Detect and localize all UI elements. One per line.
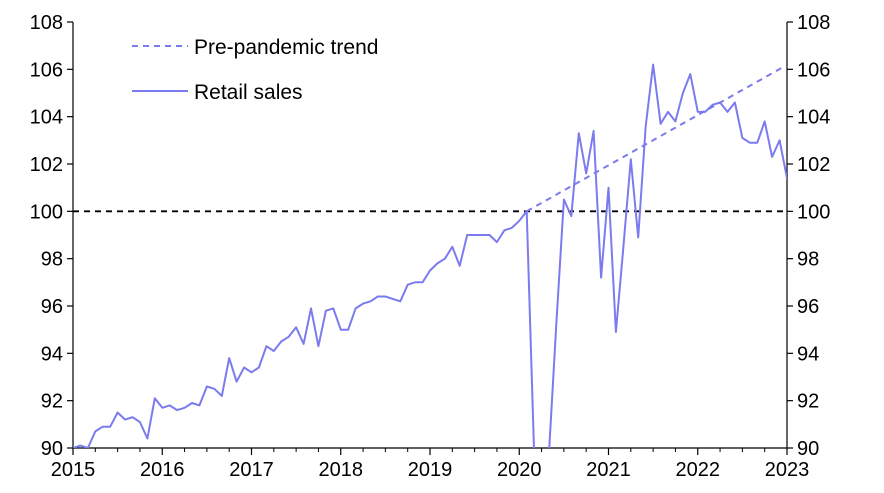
x-tick-label: 2020 — [497, 459, 542, 481]
y-tick-label-right: 102 — [797, 154, 830, 176]
x-tick-label: 2023 — [765, 459, 810, 481]
y-tick-label-right: 100 — [797, 201, 830, 223]
y-tick-label-right: 108 — [797, 12, 830, 34]
y-tick-label-right: 90 — [797, 438, 819, 460]
x-tick-label: 2015 — [51, 459, 96, 481]
series-layer — [73, 63, 787, 448]
pre-pandemic-trend-line — [526, 66, 784, 213]
y-tick-label-right: 106 — [797, 59, 830, 81]
y-tick-label-left: 96 — [41, 296, 63, 318]
y-tick-label-left: 106 — [30, 59, 63, 81]
y-tick-label-right: 96 — [797, 296, 819, 318]
x-tick-label: 2019 — [408, 459, 453, 481]
y-tick-label-right: 104 — [797, 107, 830, 129]
y-tick-label-right: 94 — [797, 343, 819, 365]
y-tick-label-left: 102 — [30, 154, 63, 176]
y-tick-label-left: 108 — [30, 12, 63, 34]
y-tick-label-left: 90 — [41, 438, 63, 460]
tick-labels: 90 90 92 92 94 94 96 96 98 98 100 100 102 102 104 104 10… — [30, 12, 831, 481]
x-tick-label: 2016 — [140, 459, 185, 481]
x-tick-label: 2017 — [229, 459, 274, 481]
chart-legend: Pre-pandemic trend Retail sales — [132, 36, 378, 104]
y-tick-label-left: 100 — [30, 201, 63, 223]
x-tick-label: 2021 — [586, 459, 631, 481]
y-tick-label-left: 104 — [30, 107, 63, 129]
y-tick-label-left: 98 — [41, 249, 63, 271]
y-tick-label-right: 98 — [797, 249, 819, 271]
y-tick-label-left: 94 — [41, 343, 63, 365]
y-tick-label-right: 92 — [797, 391, 819, 413]
y-tick-label-left: 92 — [41, 391, 63, 413]
legend-label: Retail sales — [194, 81, 303, 104]
retail-sales-line — [73, 63, 787, 448]
chart-axes — [67, 21, 793, 455]
x-tick-label: 2018 — [319, 459, 364, 481]
x-tick-label: 2022 — [676, 459, 721, 481]
legend-label: Pre-pandemic trend — [194, 36, 378, 59]
